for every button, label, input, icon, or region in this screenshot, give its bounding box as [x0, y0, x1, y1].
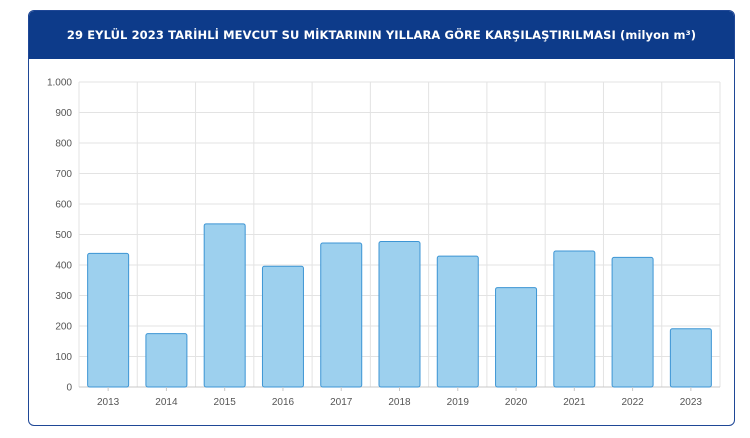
bar-2020 [495, 287, 538, 388]
y-tick-label: 300 [55, 291, 72, 302]
bar-2021 [553, 250, 596, 388]
y-tick-label: 200 [55, 322, 72, 333]
y-tick-label: 700 [55, 169, 72, 180]
bar-2018 [378, 241, 421, 388]
bar-2013 [87, 252, 130, 388]
bar-2023 [669, 328, 712, 388]
x-tick-label: 2023 [680, 397, 703, 408]
x-tick-label: 2022 [621, 397, 644, 408]
y-tick-label: 500 [55, 230, 72, 241]
y-tick-label: 400 [55, 261, 72, 272]
y-tick-label: 0 [66, 383, 72, 394]
chart-title: 29 EYLÜL 2023 TARİHLİ MEVCUT SU MİKTARIN… [29, 11, 734, 59]
y-tick-label: 1.000 [47, 78, 72, 89]
x-tick-label: 2019 [447, 397, 470, 408]
bar-2016 [261, 265, 304, 388]
y-tick-label: 800 [55, 139, 72, 150]
x-tick-label: 2016 [272, 397, 295, 408]
bar-2017 [320, 242, 363, 388]
bar-2015 [203, 223, 246, 388]
bar-2014 [145, 333, 188, 388]
x-tick-label: 2021 [563, 397, 586, 408]
y-tick-label: 100 [55, 352, 72, 363]
bar-2022 [611, 256, 654, 388]
x-tick-label: 2020 [505, 397, 528, 408]
x-tick-label: 2017 [330, 397, 353, 408]
x-tick-label: 2018 [388, 397, 411, 408]
x-tick-label: 2015 [214, 397, 237, 408]
x-tick-label: 2014 [155, 397, 178, 408]
bar-2019 [436, 255, 479, 388]
y-tick-label: 600 [55, 200, 72, 211]
y-tick-label: 900 [55, 108, 72, 119]
x-tick-label: 2013 [97, 397, 120, 408]
